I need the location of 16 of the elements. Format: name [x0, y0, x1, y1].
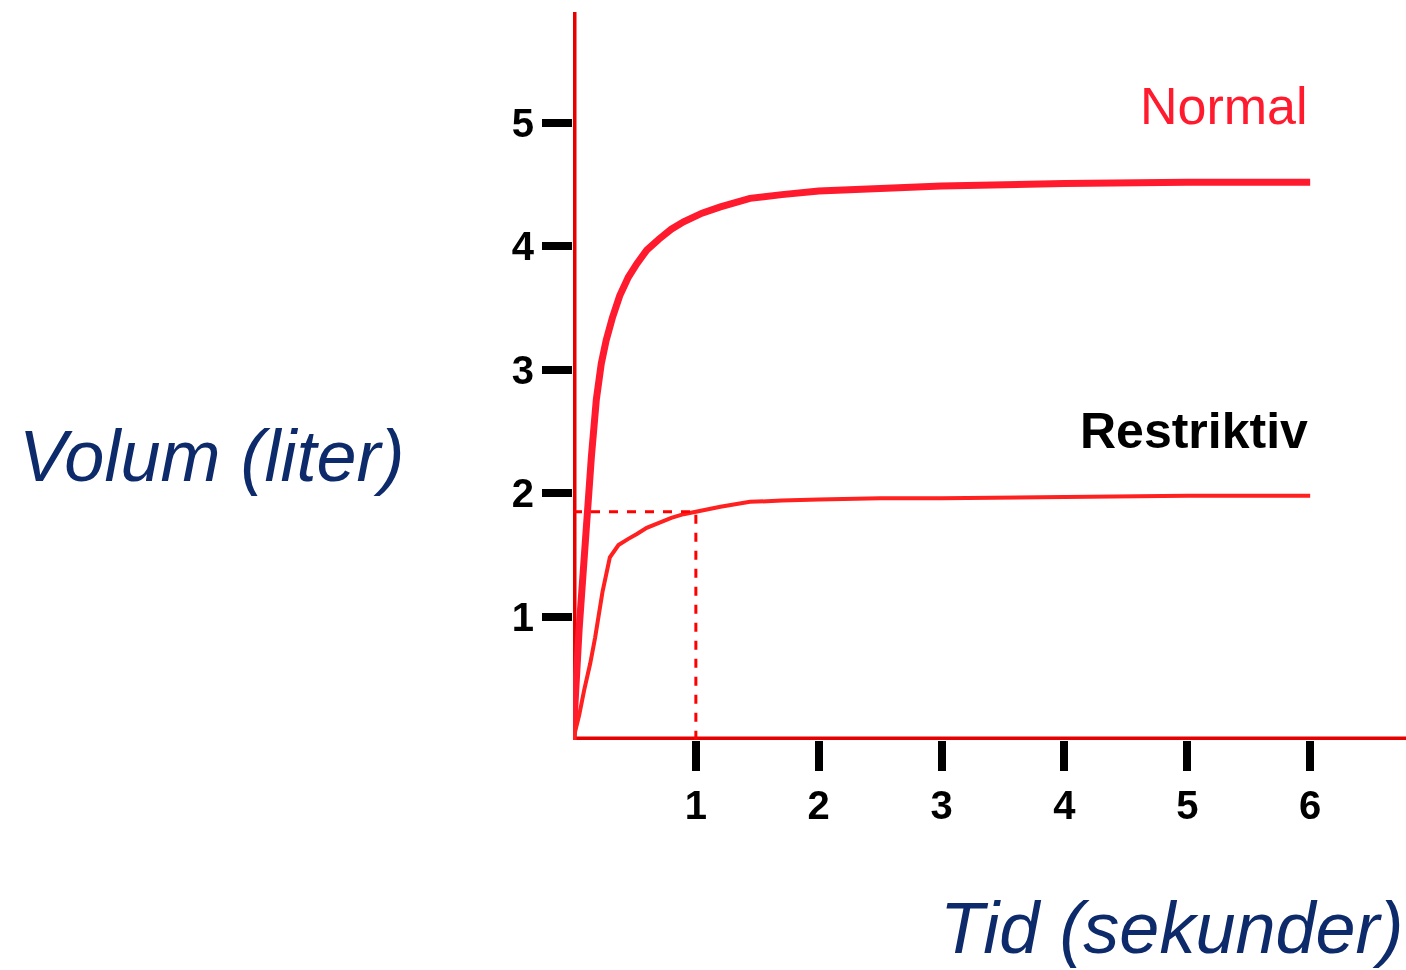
- y-tick-label: 1: [511, 594, 534, 639]
- x-axis-title: Tid (sekunder): [940, 888, 1404, 968]
- y-tick-label: 4: [511, 224, 535, 269]
- x-tick-label: 6: [1299, 783, 1322, 827]
- y-tick-label: 2: [511, 471, 534, 516]
- x-tick-label: 2: [807, 783, 830, 827]
- series-label: Normal: [1140, 77, 1308, 135]
- x-tick-label: 1: [684, 783, 707, 827]
- series-label: Restriktiv: [1080, 403, 1309, 459]
- line-series: [573, 493, 1313, 740]
- y-tick-label: 3: [511, 347, 534, 392]
- x-tick-label: 4: [1053, 783, 1077, 827]
- y-tick-label: 5: [511, 101, 534, 146]
- x-tick-label: 3: [930, 783, 953, 827]
- y-axis-title: Volum (liter): [19, 416, 405, 496]
- x-tick-label: 5: [1176, 783, 1199, 827]
